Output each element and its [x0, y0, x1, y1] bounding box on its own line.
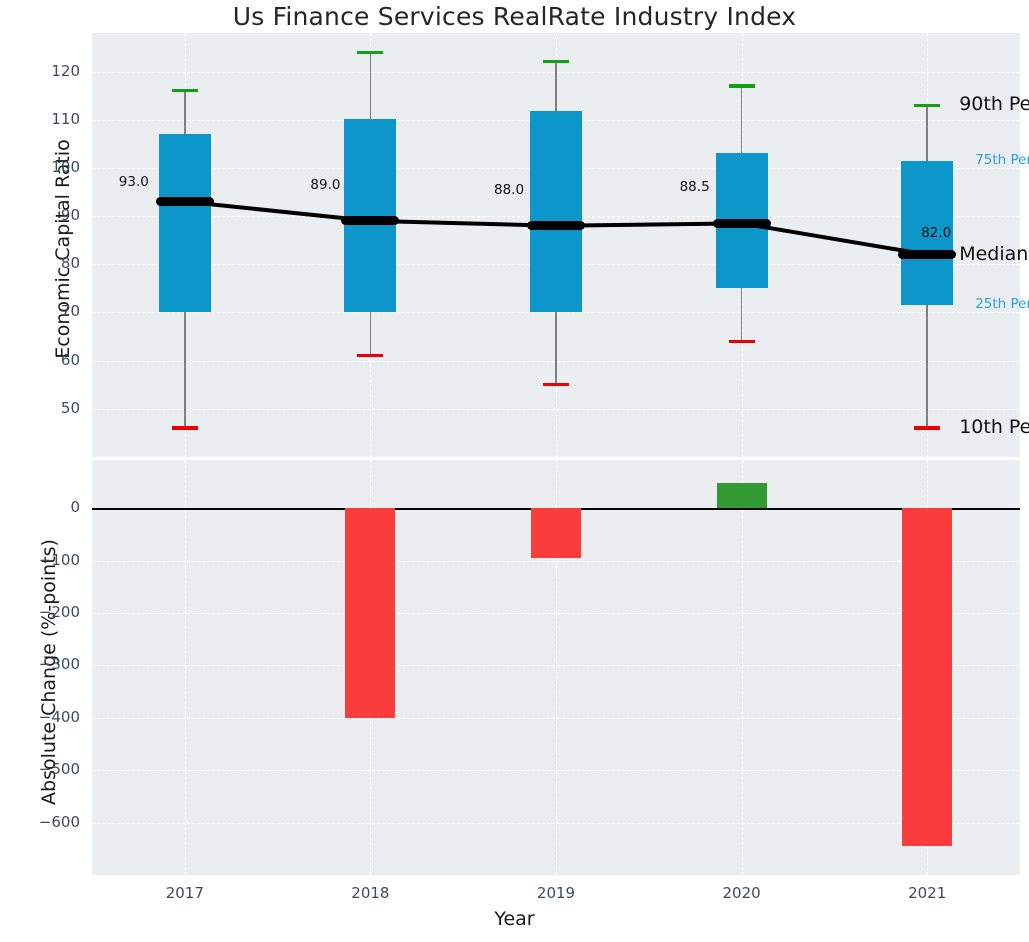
bottom-panel-layer — [92, 460, 1020, 875]
y-tick-label: 50 — [60, 398, 80, 417]
p10-cap-marker — [543, 383, 569, 387]
y-tick-label: −300 — [38, 655, 80, 674]
y-tick-label: −200 — [38, 603, 80, 621]
median-value-label: 93.0 — [118, 173, 149, 190]
y-tick-label: 80 — [60, 254, 80, 273]
gridline-vertical — [556, 460, 557, 875]
x-tick-label-2020: 2020 — [722, 884, 761, 902]
y-tick-label: 110 — [51, 109, 80, 128]
y-tick-label: −100 — [38, 550, 80, 569]
annotation-25th-percentile: 25th Percentile — [975, 296, 1029, 313]
median-marker — [155, 197, 214, 207]
median-value-label: 88.0 — [494, 181, 525, 198]
median-marker — [527, 221, 585, 231]
x-tick-label-2018: 2018 — [351, 884, 390, 902]
y-tick-label: −600 — [38, 812, 80, 831]
y-tick-label: −400 — [38, 707, 80, 726]
y-tick-label: 100 — [51, 157, 80, 176]
annotation-90th-percentile: 90th Percentile — [959, 93, 1029, 116]
x-tick-label-2019: 2019 — [536, 884, 576, 902]
y-tick-label: 0 — [70, 498, 80, 517]
p10-cap-marker — [171, 426, 198, 430]
median-marker — [712, 218, 771, 228]
gridline-vertical — [184, 460, 186, 875]
chart-title: Us Finance Services RealRate Industry In… — [232, 2, 797, 31]
x-tick-label-2017: 2017 — [165, 884, 204, 902]
annotation-10th-percentile: 10th Percentile — [959, 416, 1029, 439]
p10-cap-marker — [728, 339, 755, 343]
y-tick-label: 60 — [60, 350, 80, 369]
y-tick-label: −500 — [38, 760, 80, 779]
p10-cap-marker — [357, 354, 384, 358]
p10-cap-marker — [914, 426, 941, 430]
p90-cap-marker — [728, 84, 755, 88]
top-panel-layer — [92, 33, 1020, 457]
median-value-label: 89.0 — [310, 176, 341, 193]
p90-cap-marker — [914, 103, 941, 107]
y-tick-label: 90 — [60, 206, 80, 225]
p90-cap-marker — [543, 60, 569, 64]
p90-cap-marker — [171, 89, 198, 93]
annotation-median: Median — [959, 242, 1029, 265]
gridline-vertical — [741, 460, 743, 875]
change-bar — [902, 508, 953, 847]
p90-cap-marker — [357, 50, 384, 54]
x-tick-label-2021: 2021 — [908, 884, 947, 902]
median-marker — [898, 250, 957, 260]
change-bar — [716, 482, 767, 509]
median-marker — [341, 216, 400, 226]
change-bar — [531, 508, 581, 558]
y-tick-label: 70 — [60, 302, 80, 321]
x-axis-title: Year — [494, 908, 535, 930]
median-value-label: 88.5 — [679, 179, 710, 196]
annotation-75th-percentile: 75th Percentile — [975, 151, 1029, 168]
y-tick-label: 120 — [51, 61, 80, 80]
change-bar — [345, 508, 396, 718]
median-value-label: 82.0 — [921, 224, 952, 241]
